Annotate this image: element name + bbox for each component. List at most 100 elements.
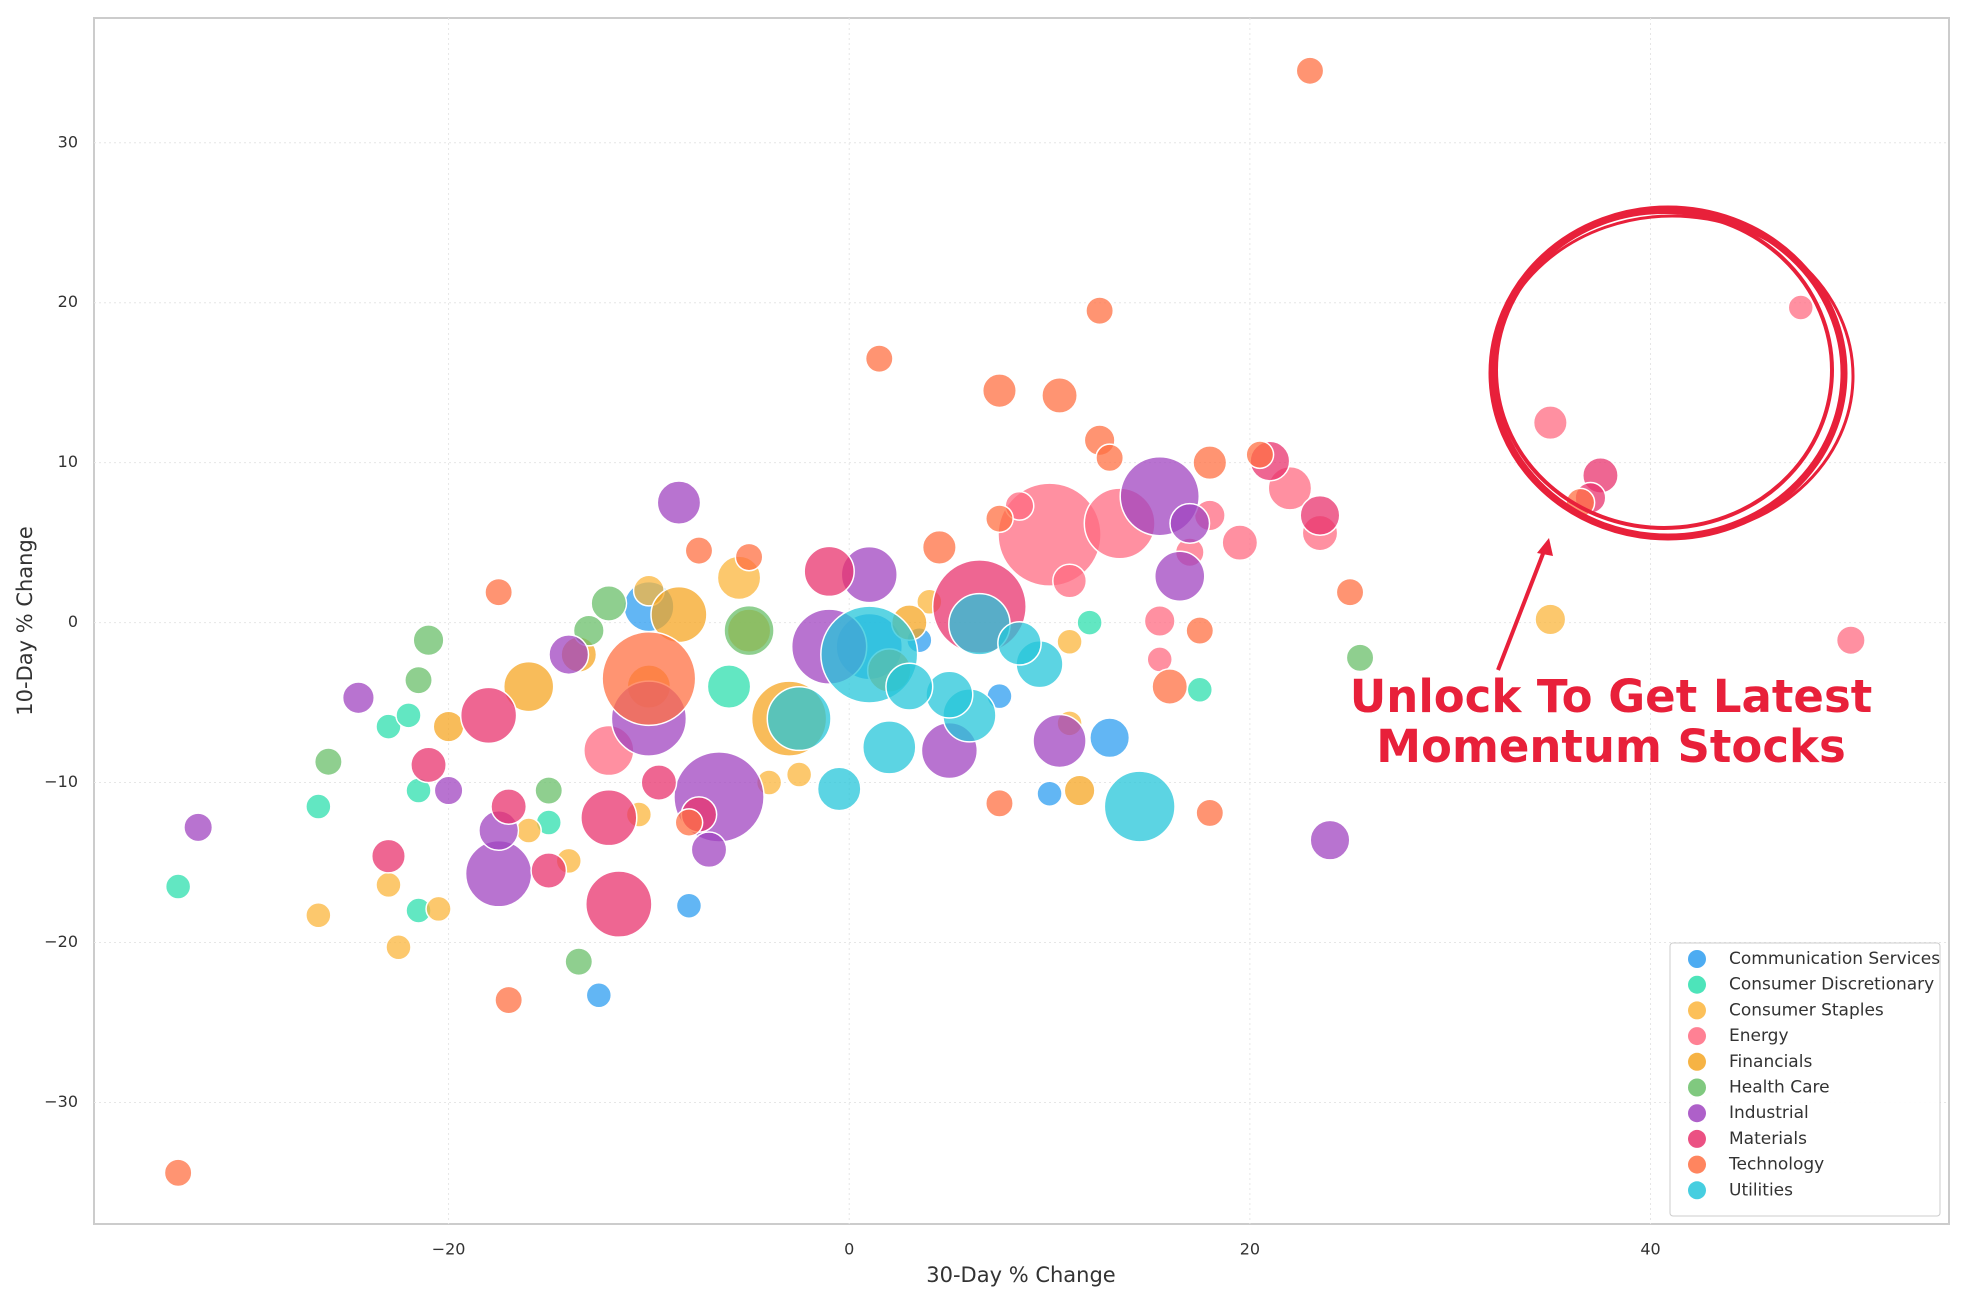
bubble	[921, 529, 957, 565]
bubble	[985, 504, 1014, 534]
y-tick-label: 10	[58, 452, 78, 471]
y-tick-label: 0	[68, 612, 78, 631]
bubble	[1309, 819, 1351, 861]
bubble	[1835, 625, 1866, 656]
bubble	[997, 620, 1042, 666]
bubble	[1103, 770, 1176, 843]
bubble	[1085, 296, 1115, 326]
bubble	[803, 545, 855, 598]
bubble	[885, 662, 934, 711]
bubble	[395, 702, 422, 729]
y-tick-label: −20	[44, 932, 78, 951]
bubble	[375, 871, 402, 899]
bubble	[515, 817, 542, 844]
bubble	[1032, 713, 1087, 769]
legend-label: Consumer Discretionary	[1729, 975, 1934, 995]
bubble	[864, 344, 894, 374]
bubble	[564, 947, 594, 977]
grid	[94, 18, 1949, 1224]
bubble	[433, 775, 464, 806]
bubble	[1036, 780, 1063, 807]
y-axis-label: 10-Day % Change	[13, 526, 37, 715]
bubble	[981, 373, 1017, 409]
bubble	[1146, 646, 1173, 673]
bubble	[459, 686, 518, 745]
points	[163, 56, 1866, 1188]
bubble	[183, 812, 214, 843]
bubble	[1245, 440, 1275, 470]
bubble	[1532, 405, 1568, 441]
bubble	[656, 480, 702, 526]
bubble	[341, 681, 375, 715]
bubble	[412, 624, 445, 657]
x-axis-label: 30-Day % Change	[926, 1263, 1115, 1287]
bubble	[163, 1158, 193, 1188]
plot-frame	[93, 17, 1950, 1225]
bubble	[601, 631, 697, 727]
bubble	[1221, 524, 1259, 562]
legend-label: Industrial	[1729, 1103, 1809, 1123]
bubble	[585, 982, 613, 1009]
bubble	[580, 789, 638, 847]
annotation-arrow	[1496, 545, 1548, 671]
bubble	[1345, 643, 1375, 673]
legend-label: Technology	[1728, 1155, 1824, 1175]
bubble	[585, 870, 653, 938]
legend-marker	[1688, 975, 1706, 994]
bubble	[766, 685, 832, 752]
legend-box	[1669, 942, 1941, 1217]
bubble	[313, 747, 343, 777]
bubble	[723, 604, 775, 657]
bubble	[734, 542, 764, 572]
bubble	[530, 852, 568, 889]
x-tick-label: 20	[1240, 1240, 1260, 1259]
bubble	[1169, 502, 1211, 544]
bubble	[985, 788, 1014, 818]
bubble	[1186, 676, 1214, 704]
bubble	[816, 766, 862, 812]
annotation: Momentum Stocks	[1376, 720, 1845, 773]
bubble	[375, 713, 402, 740]
bubble	[305, 793, 332, 820]
legend: Communication Services Consumer Discretio…	[1669, 942, 1941, 1217]
circle-stroke	[1489, 214, 1855, 538]
legend-marker	[1688, 1181, 1706, 1200]
legend-label: Health Care	[1729, 1078, 1830, 1098]
x-tick-label: −20	[432, 1240, 466, 1259]
legend-label: Consumer Staples	[1729, 1000, 1884, 1020]
bubble	[548, 634, 590, 676]
bubble	[1095, 443, 1125, 473]
y-tick-label: 30	[58, 132, 78, 151]
bubble	[1143, 604, 1176, 638]
y-tick-label: 20	[58, 292, 78, 311]
bubble	[534, 776, 564, 805]
bubble	[484, 577, 514, 607]
x-tick-label: 0	[844, 1240, 854, 1259]
bubble	[1335, 577, 1365, 607]
y-tick-label: −30	[44, 1092, 78, 1111]
bubble	[385, 934, 412, 961]
bubble	[305, 902, 332, 929]
bubble	[706, 664, 752, 709]
legend-label: Materials	[1729, 1129, 1807, 1149]
bubble	[1192, 445, 1228, 481]
bubble	[1056, 628, 1083, 656]
bubble	[690, 831, 728, 869]
bubble	[164, 873, 192, 900]
bubble	[1154, 550, 1206, 602]
legend-marker	[1688, 1052, 1706, 1071]
bubble	[1041, 377, 1078, 414]
bubble	[502, 660, 555, 713]
bubble	[674, 808, 704, 837]
bubble	[1063, 774, 1096, 807]
bubble	[425, 895, 452, 923]
legend-marker	[1688, 1027, 1706, 1046]
bubble	[1185, 616, 1215, 646]
legend-marker	[1688, 1001, 1706, 1020]
bubble	[925, 670, 974, 719]
legend-marker	[1688, 1104, 1706, 1123]
bubble	[1299, 494, 1341, 536]
bubble	[675, 892, 703, 919]
bubble	[684, 536, 714, 566]
